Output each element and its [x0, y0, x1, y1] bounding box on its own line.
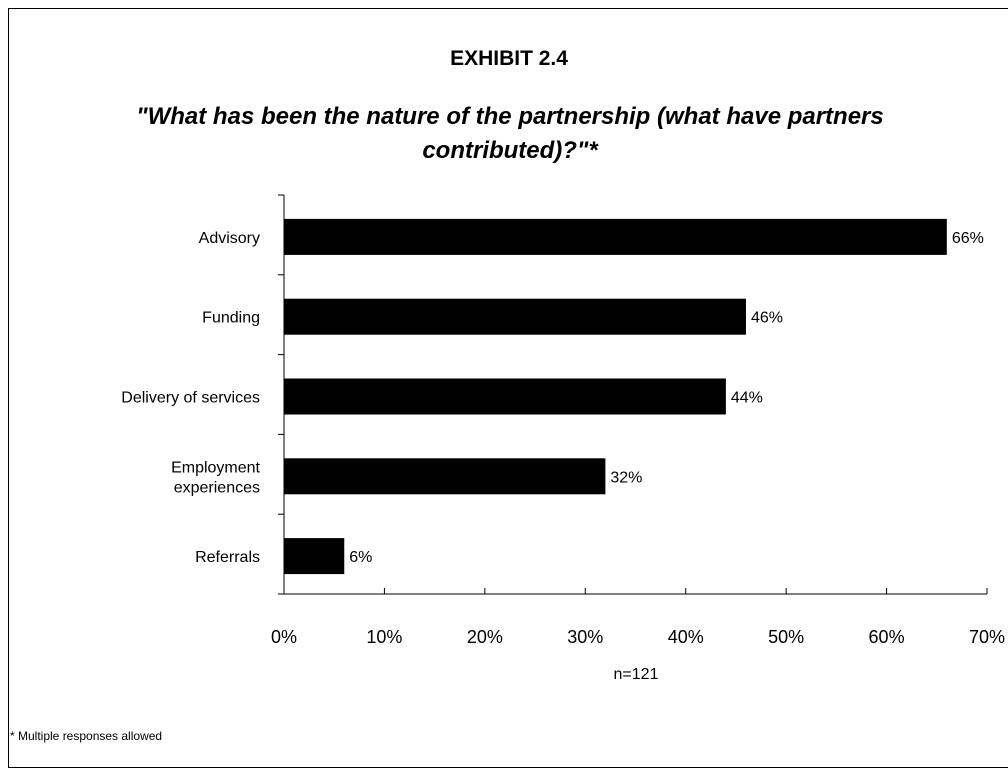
- x-tick-label: 50%: [768, 627, 804, 647]
- bar: [284, 538, 345, 575]
- category-label: Funding: [202, 310, 260, 327]
- category-label-line: experiences: [174, 479, 260, 496]
- bar-value-label: 46%: [751, 310, 783, 327]
- x-tick-label: 40%: [668, 627, 704, 647]
- bar-value-label: 66%: [952, 230, 984, 247]
- bar: [284, 298, 746, 335]
- x-tick-label: 10%: [366, 627, 402, 647]
- exhibit-label: EXHIBIT 2.4: [450, 47, 568, 70]
- category-label-line: Funding: [202, 310, 260, 327]
- x-tick-label: 60%: [869, 627, 905, 647]
- category-label: Employment experiences: [171, 459, 260, 496]
- category-label: Advisory: [199, 230, 260, 247]
- bar-chart: 0% 10% 20% 30% 40% 50% 60% 70% 66% Advisory 46% Fun…: [121, 194, 1005, 647]
- x-tick-label: 70%: [969, 627, 1005, 647]
- category-label: Referrals: [195, 549, 260, 566]
- footnote: * Multiple responses allowed: [10, 729, 163, 743]
- bar-value-label: 32%: [610, 469, 642, 486]
- bar: [284, 458, 606, 495]
- bars: [284, 218, 947, 575]
- sample-size-label: n=121: [613, 666, 659, 683]
- x-tick-label: 0%: [271, 627, 297, 647]
- chart-title: "What has been the nature of the partner…: [136, 103, 884, 164]
- category-label-line: Employment: [171, 459, 260, 476]
- bar: [284, 378, 726, 415]
- category-label-line: Delivery of services: [121, 390, 260, 407]
- bar-value-label: 44%: [731, 390, 763, 407]
- bar: [284, 218, 947, 255]
- category-label-line: Referrals: [195, 549, 260, 566]
- category-label-line: Advisory: [199, 230, 260, 247]
- x-tick-label: 20%: [467, 627, 503, 647]
- labels: 0% 10% 20% 30% 40% 50% 60% 70% 66% Advisory 46% Fun…: [121, 230, 1005, 647]
- x-tick-label: 30%: [567, 627, 603, 647]
- bar-value-label: 6%: [349, 549, 372, 566]
- category-label: Delivery of services: [121, 390, 260, 407]
